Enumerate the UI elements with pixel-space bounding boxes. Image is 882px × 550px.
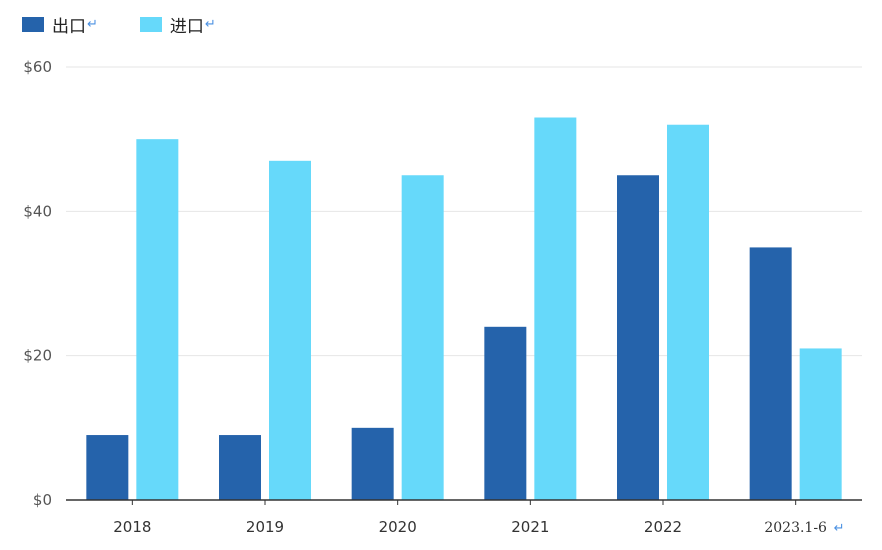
- y-tick-label: $60: [23, 58, 52, 76]
- y-tick-label: $40: [23, 202, 52, 220]
- bar-import-2018[interactable]: [136, 139, 179, 500]
- bar-import-2021[interactable]: [534, 117, 577, 501]
- return-mark-icon: ↵: [204, 17, 216, 32]
- bar-export-2020[interactable]: [351, 427, 394, 500]
- bar-export-2022[interactable]: [617, 175, 659, 500]
- y-tick-label: $0: [33, 491, 52, 509]
- bar-import-2019[interactable]: [269, 160, 311, 501]
- legend: 出口 ↵ 进口 ↵: [22, 12, 258, 37]
- legend-label-export: 出口: [52, 17, 86, 37]
- x-tick-label: 2018: [113, 518, 151, 536]
- grid-lines: [66, 66, 862, 357]
- bar-export-2018[interactable]: [86, 435, 129, 500]
- x-axis: 2018 2019 2020 2021 2022 2023.1-6 ↵: [113, 500, 845, 536]
- bars: [86, 117, 842, 501]
- legend-swatch-export: [22, 17, 44, 32]
- bar-export-2019[interactable]: [219, 435, 261, 500]
- bar-import-2022[interactable]: [667, 124, 709, 500]
- return-mark-icon: ↵: [834, 521, 845, 536]
- x-tick-label: 2021: [511, 518, 549, 536]
- bar-export-2023.1-6[interactable]: [749, 247, 792, 500]
- y-tick-label: $20: [23, 347, 52, 365]
- legend-item-export[interactable]: 出口 ↵: [22, 12, 98, 37]
- bar-import-2020[interactable]: [401, 175, 444, 500]
- legend-swatch-import: [139, 17, 162, 32]
- legend-item-import[interactable]: 进口 ↵: [139, 12, 216, 37]
- legend-label-import: 进口: [169, 17, 204, 37]
- return-mark-icon: ↵: [87, 17, 98, 32]
- x-tick-label: 2023.1-6: [764, 520, 827, 536]
- x-tick-label: 2022: [644, 518, 682, 536]
- x-tick-label: 2020: [379, 518, 417, 536]
- x-tick-label: 2019: [246, 518, 284, 536]
- y-axis: $0 $20 $40 $60: [23, 58, 52, 509]
- bar-import-2023.1-6[interactable]: [799, 348, 842, 500]
- bar-export-2021[interactable]: [484, 326, 527, 500]
